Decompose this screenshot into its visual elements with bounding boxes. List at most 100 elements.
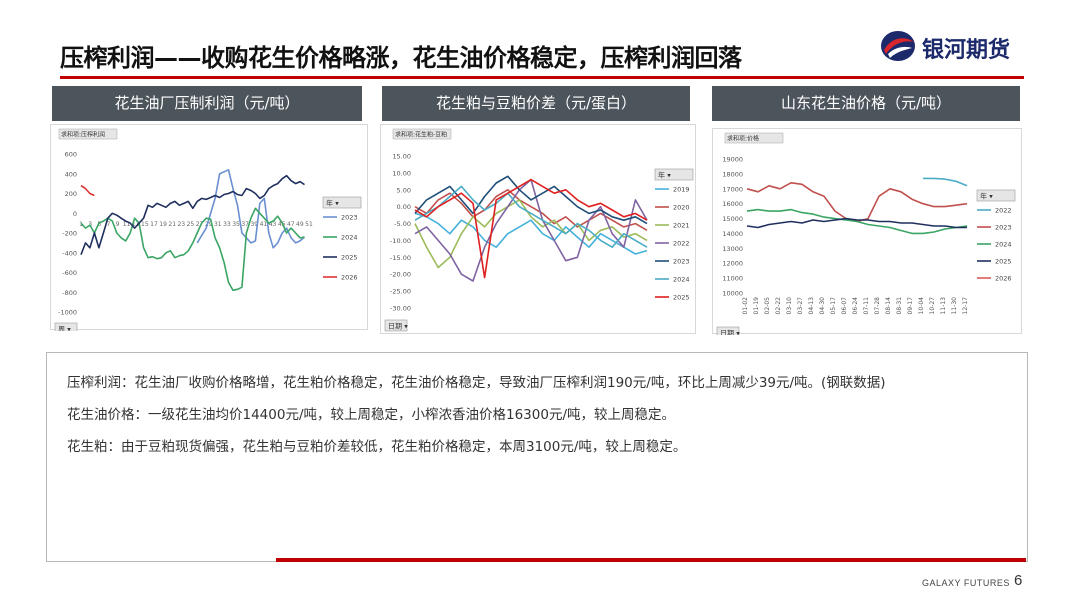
series-line-2023	[196, 168, 306, 249]
legend-label: 2023	[673, 258, 690, 266]
x-tick-label: 07-11	[863, 297, 870, 315]
x-tick-label: 08-14	[885, 297, 892, 315]
x-tick-label: 05-17	[830, 297, 837, 315]
field-label: 求和项:价格	[727, 135, 759, 143]
y-tick-label: -5.00	[394, 220, 411, 228]
legend-label: 2022	[995, 207, 1012, 215]
series-line-2025	[746, 217, 967, 229]
series-line-2021	[414, 199, 648, 269]
axis-filter-button	[384, 319, 408, 332]
x-tick-label: 51	[305, 221, 313, 228]
y-tick-label: -600	[62, 269, 77, 277]
x-tick-label: 39	[250, 221, 258, 228]
x-tick-label: 06-07	[841, 297, 848, 315]
y-tick-label: 600	[65, 151, 77, 159]
x-tick-label: 04-13	[808, 297, 815, 315]
legend-label: 2020	[673, 204, 690, 212]
legend-label: 2023	[995, 224, 1012, 232]
x-tick-label: 02-05	[764, 297, 771, 315]
y-tick-label: -10.00	[390, 237, 411, 245]
y-tick-label: 15.00	[392, 153, 411, 161]
y-tick-label: 17000	[722, 185, 743, 193]
legend-label: 2025	[341, 254, 358, 262]
x-tick-label: 41	[260, 221, 268, 228]
line-chart: 求和项:压榨利润 600 400 200 0 -200 -400 -600 -800 -1000 1…	[54, 128, 362, 332]
y-tick-label: 11000	[722, 275, 743, 283]
field-label: 求和项:花生粕-豆粕	[395, 131, 447, 139]
chart-title: 山东花生油价格（元/吨）	[712, 86, 1020, 121]
field-label-box	[58, 128, 118, 140]
x-tick-label: 43	[269, 221, 277, 228]
x-tick-label: 27	[196, 221, 204, 228]
y-tick-label: 12000	[722, 260, 743, 268]
y-tick-label: -800	[62, 289, 77, 297]
legend-label: 2022	[673, 240, 690, 248]
x-tick-label: 23	[177, 221, 185, 228]
axis-filter-button	[716, 326, 740, 335]
y-tick-label: 0.00	[397, 203, 411, 211]
footer-brand: GALAXY FUTURES	[922, 578, 1010, 588]
legend-filter-button	[654, 168, 694, 181]
x-tick-label: 45	[278, 221, 286, 228]
chart-panel: 求和项:压榨利润 600 400 200 0 -200 -400 -600 -800 -1000 1…	[50, 124, 368, 332]
series-line-2025	[414, 178, 648, 279]
y-tick-label: 18000	[722, 170, 743, 178]
series-line-2025	[80, 174, 305, 255]
note-oil-price: 花生油价格：一级花生油均价14400元/吨，较上周稳定，小榨浓香油价格16300…	[67, 407, 675, 423]
x-tick-label: 02-22	[775, 297, 782, 315]
x-tick-label: 33	[223, 221, 231, 228]
y-tick-label: 14000	[722, 230, 743, 238]
x-tick-label: 06-24	[852, 297, 859, 315]
y-tick-label: -30.00	[390, 305, 411, 313]
legend-label: 2021	[673, 222, 690, 230]
y-tick-label: 200	[65, 190, 77, 198]
y-tick-label: 10.00	[392, 169, 411, 177]
legend-label: 2026	[995, 275, 1012, 283]
x-tick-label: 37	[241, 221, 249, 228]
title-divider	[60, 76, 1024, 79]
legend-label: 2024	[341, 234, 358, 242]
series-line-2019	[414, 212, 648, 255]
legend-filter-label: 年 ▾	[980, 192, 993, 201]
footer-divider	[276, 558, 1026, 562]
y-tick-label: -20.00	[390, 271, 411, 279]
y-tick-label: -25.00	[390, 288, 411, 296]
y-tick-label: 19000	[722, 156, 743, 164]
legend-label: 2019	[673, 186, 690, 194]
x-tick-label: 03-27	[797, 297, 804, 315]
galaxy-logo-icon	[881, 31, 915, 61]
commentary-box: 压榨利润：花生油厂收购价格略增，花生粕价格稳定，花生油价格稳定，导致油厂压榨利润…	[46, 352, 1028, 562]
field-label: 求和项:压榨利润	[61, 131, 105, 139]
x-tick-label: 49	[296, 221, 304, 228]
legend-filter-label: 年 ▾	[326, 199, 339, 208]
line-chart: 求和项:花生粕-豆粕 15.00 10.00 5.00 0.00 -5.00 -10.00 -…	[384, 128, 694, 332]
y-tick-label: -15.00	[390, 254, 411, 262]
x-tick-label: 11-30	[951, 297, 958, 315]
axis-filter-label: 周 ▾	[58, 326, 71, 332]
series-line-2023	[746, 181, 968, 223]
legend-filter-label: 年 ▾	[658, 171, 671, 180]
x-tick-label: 01-19	[753, 297, 760, 315]
company-logo: 银河期货	[878, 26, 1028, 66]
series-line-2020	[414, 189, 648, 231]
x-tick-label: 35	[232, 221, 240, 228]
x-tick-label: 7	[106, 221, 110, 228]
x-tick-label: 17	[150, 221, 158, 228]
x-tick-label: 9	[116, 221, 120, 228]
x-tick-label: 08-31	[896, 297, 903, 315]
legend-label: 2023	[341, 214, 358, 222]
x-tick-label: 21	[168, 221, 176, 228]
x-tick-label: 11-13	[940, 297, 947, 315]
field-label-box	[392, 128, 452, 140]
y-tick-label: 5.00	[397, 186, 411, 194]
x-tick-label: 5	[97, 221, 101, 228]
chart-title: 花生粕与豆粕价差（元/蛋白）	[382, 86, 690, 121]
x-tick-label: 09-17	[907, 297, 914, 315]
y-tick-label: 15000	[722, 215, 743, 223]
y-tick-label: 16000	[722, 200, 743, 208]
x-tick-label: 15	[141, 221, 149, 228]
legend-label: 2026	[341, 274, 358, 282]
x-tick-label: 01-02	[742, 297, 749, 315]
y-tick-label: 13000	[722, 245, 743, 253]
x-tick-label: 13	[132, 221, 140, 228]
